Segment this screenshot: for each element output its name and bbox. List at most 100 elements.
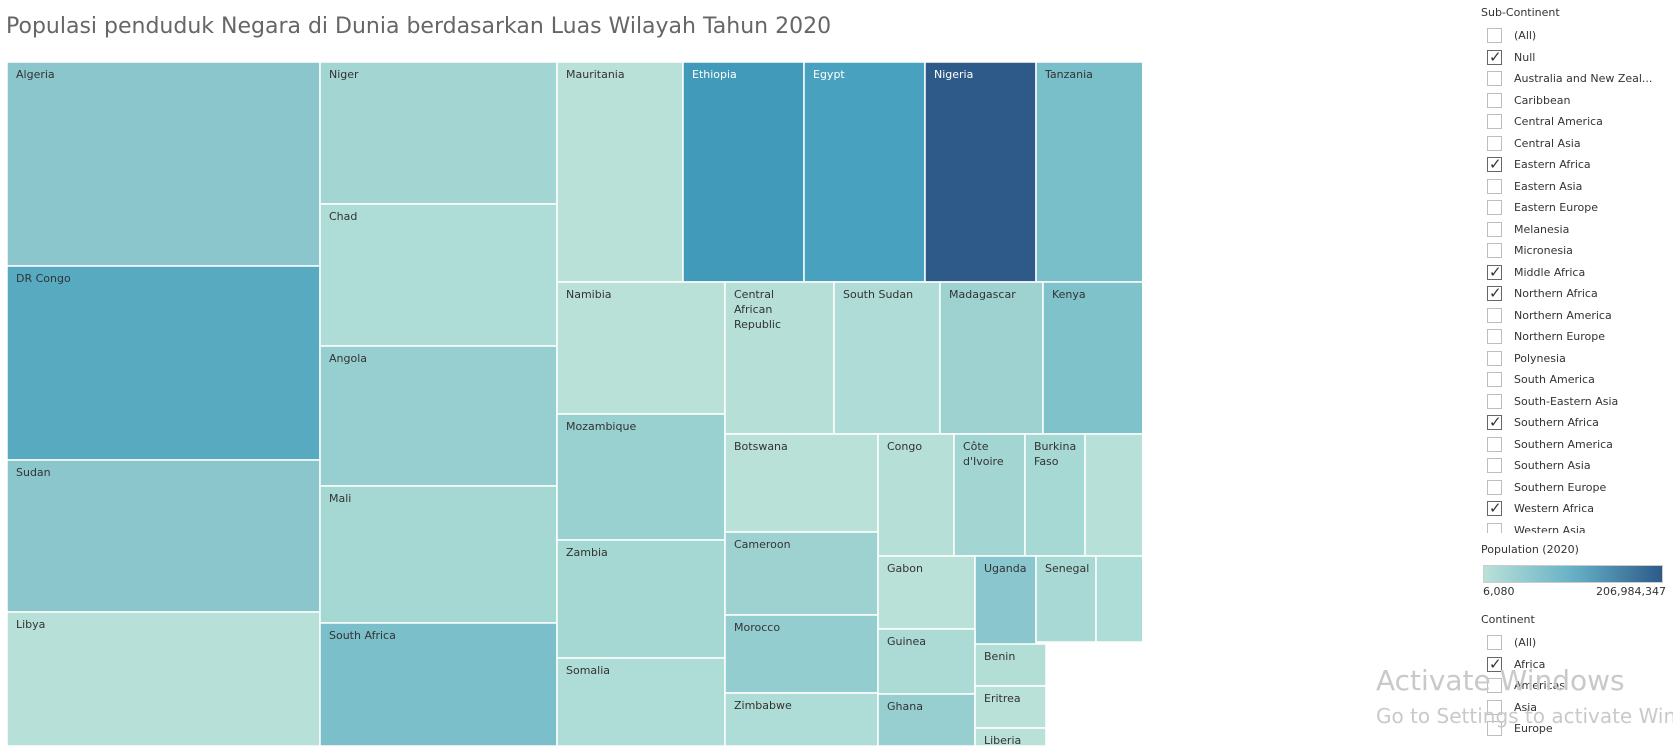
subcontinent-checkbox[interactable] [1487, 522, 1502, 533]
tile-egypt[interactable] [803, 61, 926, 283]
tile-benin[interactable] [974, 643, 1047, 687]
subcontinent-option-eastern-europe[interactable]: Eastern Europe [1481, 197, 1671, 219]
tile-nigeria[interactable] [924, 61, 1037, 283]
legend-title: Population (2020) [1481, 543, 1579, 556]
subcontinent-option-south-america[interactable]: South America [1481, 369, 1671, 391]
subcontinent-option-northern-europe[interactable]: Northern Europe [1481, 326, 1671, 348]
subcontinent-checkbox[interactable] [1487, 221, 1502, 237]
tile-cameroon[interactable] [724, 531, 879, 616]
tile-unlabeled-33[interactable] [1095, 555, 1142, 643]
tile-central-african-republic[interactable] [724, 281, 835, 435]
continent-checkbox[interactable] [1487, 721, 1502, 737]
subcontinent-option-label: Middle Africa [1514, 265, 1586, 279]
subcontinent-checkbox[interactable] [1487, 92, 1502, 108]
tile-angola[interactable] [319, 345, 558, 487]
tile-kenya[interactable] [1042, 281, 1142, 435]
subcontinent-checkbox[interactable] [1487, 372, 1502, 388]
tile-tanzania[interactable] [1035, 61, 1142, 283]
tile-gabon[interactable] [877, 555, 976, 630]
subcontinent-checkbox[interactable] [1487, 393, 1502, 409]
continent-option-europe[interactable]: Europe [1481, 718, 1671, 740]
subcontinent-option-northern-africa[interactable]: Northern Africa [1481, 283, 1671, 305]
tile-somalia[interactable] [556, 657, 726, 746]
subcontinent-checkbox[interactable] [1487, 48, 1502, 66]
tile-libya[interactable] [6, 611, 321, 746]
tile-sudan[interactable] [6, 459, 321, 613]
subcontinent-checkbox[interactable] [1487, 479, 1502, 495]
continent-option-label: Africa [1514, 657, 1546, 671]
subcontinent-checkbox[interactable] [1487, 436, 1502, 452]
tile-niger[interactable] [319, 61, 558, 205]
tile-guinea[interactable] [877, 628, 976, 695]
tile-burkina-faso[interactable] [1024, 433, 1086, 557]
subcontinent-option-eastern-africa[interactable]: Eastern Africa [1481, 154, 1671, 176]
tile-chad[interactable] [319, 203, 558, 347]
subcontinent-filter-list[interactable]: (All) Null Australia and New Zeal... Caribb… [1481, 25, 1671, 533]
subcontinent-checkbox[interactable] [1487, 350, 1502, 366]
subcontinent-option-western-asia[interactable]: Western Asia [1481, 520, 1671, 533]
subcontinent-option-southern-africa[interactable]: Southern Africa [1481, 412, 1671, 434]
continent-filter-list[interactable]: (All) Africa Americas Asia Europe [1481, 632, 1671, 746]
subcontinent-option-caribbean[interactable]: Caribbean [1481, 90, 1671, 112]
subcontinent-checkbox[interactable] [1487, 155, 1502, 173]
subcontinent-checkbox[interactable] [1487, 458, 1502, 474]
subcontinent-option-south-eastern-asia[interactable]: South-Eastern Asia [1481, 391, 1671, 413]
tile-south-sudan[interactable] [833, 281, 941, 435]
continent-checkbox[interactable] [1487, 655, 1502, 673]
subcontinent-checkbox[interactable] [1487, 243, 1502, 259]
tile-namibia[interactable] [556, 281, 726, 415]
continent-option-all[interactable]: (All) [1481, 632, 1671, 654]
subcontinent-option-australia-and-new-zeal[interactable]: Australia and New Zeal... [1481, 68, 1671, 90]
subcontinent-checkbox[interactable] [1487, 114, 1502, 130]
subcontinent-option-northern-america[interactable]: Northern America [1481, 305, 1671, 327]
subcontinent-option-polynesia[interactable]: Polynesia [1481, 348, 1671, 370]
subcontinent-checkbox[interactable] [1487, 263, 1502, 281]
subcontinent-option-micronesia[interactable]: Micronesia [1481, 240, 1671, 262]
continent-option-asia[interactable]: Asia [1481, 697, 1671, 719]
tile-morocco[interactable] [724, 614, 879, 694]
tile-algeria[interactable] [6, 61, 321, 267]
subcontinent-checkbox[interactable] [1487, 178, 1502, 194]
continent-checkbox[interactable] [1487, 635, 1502, 651]
subcontinent-checkbox[interactable] [1487, 307, 1502, 323]
subcontinent-option-all[interactable]: (All) [1481, 25, 1671, 47]
tile-madagascar[interactable] [939, 281, 1044, 435]
continent-checkbox[interactable] [1487, 678, 1502, 694]
subcontinent-option-southern-europe[interactable]: Southern Europe [1481, 477, 1671, 499]
tile-ghana[interactable] [877, 693, 976, 746]
subcontinent-checkbox[interactable] [1487, 499, 1502, 517]
continent-option-americas[interactable]: Americas [1481, 675, 1671, 697]
subcontinent-option-southern-america[interactable]: Southern America [1481, 434, 1671, 456]
tile-south-africa[interactable] [319, 622, 558, 746]
subcontinent-option-eastern-asia[interactable]: Eastern Asia [1481, 176, 1671, 198]
subcontinent-checkbox[interactable] [1487, 329, 1502, 345]
tile-liberia[interactable] [974, 727, 1047, 746]
subcontinent-option-middle-africa[interactable]: Middle Africa [1481, 262, 1671, 284]
tile-mali[interactable] [319, 485, 558, 624]
subcontinent-checkbox[interactable] [1487, 71, 1502, 87]
subcontinent-option-central-asia[interactable]: Central Asia [1481, 133, 1671, 155]
subcontinent-option-central-america[interactable]: Central America [1481, 111, 1671, 133]
tile-cote-d-ivoire[interactable] [953, 433, 1026, 557]
subcontinent-option-label: Polynesia [1514, 351, 1566, 365]
subcontinent-checkbox[interactable] [1487, 284, 1502, 302]
continent-option-africa[interactable]: Africa [1481, 654, 1671, 676]
tile-senegal[interactable] [1035, 555, 1097, 643]
subcontinent-checkbox[interactable] [1487, 200, 1502, 216]
subcontinent-option-western-africa[interactable]: Western Africa [1481, 498, 1671, 520]
subcontinent-option-melanesia[interactable]: Melanesia [1481, 219, 1671, 241]
subcontinent-option-null[interactable]: Null [1481, 47, 1671, 69]
continent-checkbox[interactable] [1487, 699, 1502, 715]
subcontinent-checkbox[interactable] [1487, 135, 1502, 151]
tile-zambia[interactable] [556, 539, 726, 659]
tile-congo[interactable] [877, 433, 955, 557]
tile-zimbabwe[interactable] [724, 692, 879, 746]
tile-botswana[interactable] [724, 433, 879, 533]
subcontinent-checkbox[interactable] [1487, 413, 1502, 431]
tile-mauritania[interactable] [556, 61, 684, 283]
tile-dr-congo[interactable] [6, 265, 321, 461]
tile-unlabeled-26[interactable] [1084, 433, 1142, 557]
tile-ethiopia[interactable] [682, 61, 805, 283]
subcontinent-option-southern-asia[interactable]: Southern Asia [1481, 455, 1671, 477]
subcontinent-checkbox[interactable] [1487, 28, 1502, 44]
